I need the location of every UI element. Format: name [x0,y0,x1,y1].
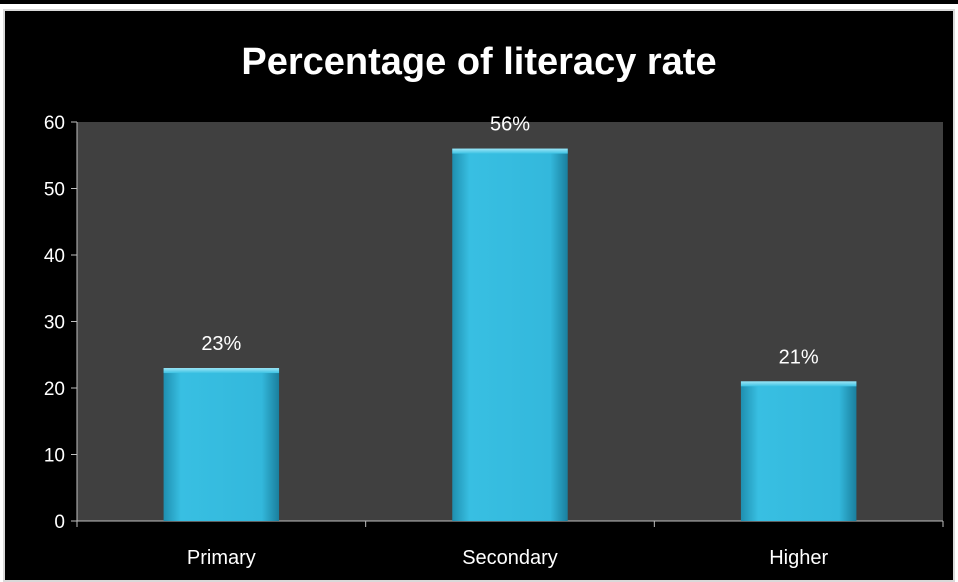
y-tick-label: 30 [44,313,65,334]
y-tick-label: 0 [54,512,65,533]
x-category-label: Secondary [462,547,558,569]
bar-top-highlight [452,148,568,154]
y-tick-label: 50 [44,180,65,201]
chart-title: Percentage of literacy rate [241,41,716,83]
x-axis: Primary Secondary Higher [76,520,944,569]
bar-higher: 21% [740,346,857,521]
chart-area: Percentage of literacy rate 0 10 20 30 40 50 6… [3,9,955,582]
bar [163,368,280,521]
x-category-label: Higher [769,547,828,569]
top-border [0,0,958,4]
y-tick-label: 20 [44,379,65,400]
y-tick-label: 10 [44,446,65,467]
bar [452,148,568,521]
x-category-label: Primary [187,547,256,569]
data-label: 23% [201,333,241,355]
y-tick-label: 60 [44,113,65,134]
bar-primary: 23% [163,333,280,521]
bar [740,381,857,521]
data-label: 21% [779,346,819,368]
data-label: 56% [490,114,530,136]
bar-chart: Percentage of literacy rate 0 10 20 30 40 50 6… [44,41,944,569]
bar-top-highlight [163,368,280,374]
bars: 23% 56% 21% [163,114,857,521]
bar-top-highlight [740,381,857,387]
y-tick-label: 40 [44,246,65,267]
bar-secondary: 56% [452,114,568,521]
y-axis: 0 10 20 30 40 50 60 [44,113,78,533]
